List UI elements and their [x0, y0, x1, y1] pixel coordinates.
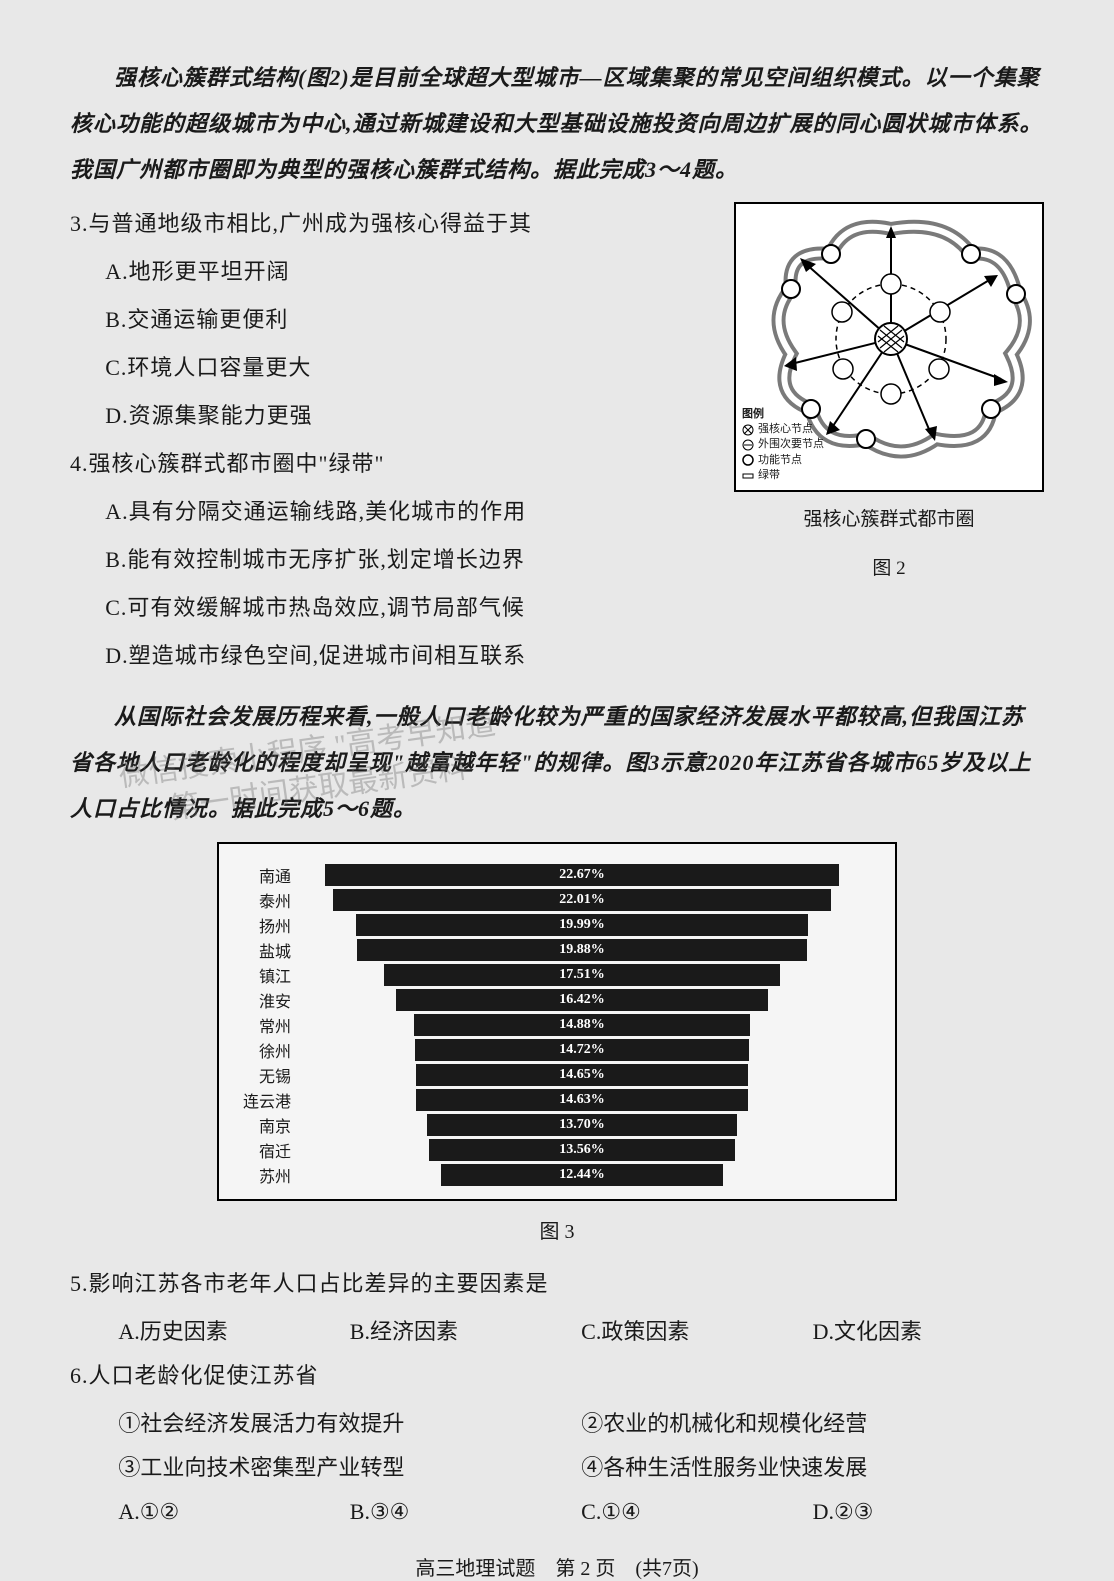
chart-row-label: 泰州: [229, 888, 299, 912]
chart-row-label: 宿迁: [229, 1138, 299, 1162]
chart-bar: 12.44%: [441, 1164, 723, 1186]
q5-options: A.历史因素 B.经济因素 C.政策因素 D.文化因素: [70, 1310, 1044, 1354]
chart-row-label: 淮安: [229, 988, 299, 1012]
legend-greenbelt-label: 绿带: [758, 468, 780, 483]
figure-2-caption-2: 图 2: [734, 553, 1044, 580]
chart-bar: 22.67%: [325, 864, 838, 886]
chart-row: 扬州 19.99%: [229, 914, 865, 936]
chart-bar: 17.51%: [384, 964, 780, 986]
chart-bar: 14.65%: [416, 1064, 748, 1086]
q4-opt-a: A.具有分隔交通运输线路,美化城市的作用: [105, 490, 714, 534]
q4-stem: 4.强核心簇群式都市圈中"绿带": [70, 442, 714, 486]
legend-title: 图例: [742, 407, 764, 422]
chart-row-label: 连云港: [229, 1088, 299, 1112]
figure-3-chart: 南通 22.67% 泰州 22.01% 扬州 19.99% 盐城 19.88% 镇江 17.51%…: [217, 842, 897, 1201]
chart-row: 徐州 14.72%: [229, 1039, 865, 1061]
chart-row: 无锡 14.65%: [229, 1064, 865, 1086]
q5-opt-a: A.历史因素: [118, 1310, 349, 1354]
q6-sub-3: ③工业向技术密集型产业转型: [118, 1446, 581, 1490]
q5-opt-c: C.政策因素: [581, 1310, 812, 1354]
chart-row: 苏州 12.44%: [229, 1164, 865, 1186]
q4-options: A.具有分隔交通运输线路,美化城市的作用 B.能有效控制城市无序扩张,划定增长边…: [70, 490, 714, 678]
q6-sub-1: ①社会经济发展活力有效提升: [118, 1402, 581, 1446]
legend-function-label: 功能节点: [758, 453, 802, 468]
chart-row: 泰州 22.01%: [229, 889, 865, 911]
chart-row: 宿迁 13.56%: [229, 1139, 865, 1161]
q5-opt-d: D.文化因素: [813, 1310, 1044, 1354]
legend-core-icon: [742, 424, 754, 436]
chart-bar: 22.01%: [333, 889, 831, 911]
q6-opt-b: B.③④: [350, 1490, 581, 1534]
legend-secondary-label: 外围次要节点: [758, 437, 824, 452]
q5-opt-b: B.经济因素: [350, 1310, 581, 1354]
q6-sub-statements: ①社会经济发展活力有效提升 ②农业的机械化和规模化经营 ③工业向技术密集型产业转…: [70, 1402, 1044, 1490]
figure-2-diagram: 图例 强核心节点 外围次要节点 功能节点 绿带: [734, 202, 1044, 492]
legend-greenbelt-icon: [742, 470, 754, 482]
figure-3-caption: 图 3: [70, 1215, 1044, 1244]
chart-row: 镇江 17.51%: [229, 964, 865, 986]
q6-sub-2: ②农业的机械化和规模化经营: [581, 1402, 1044, 1446]
chart-row-label: 常州: [229, 1013, 299, 1037]
figure-2-legend: 图例 强核心节点 外围次要节点 功能节点 绿带: [742, 407, 824, 484]
chart-bar: 14.88%: [414, 1014, 751, 1036]
chart-bar: 14.63%: [416, 1089, 747, 1111]
chart-row: 连云港 14.63%: [229, 1089, 865, 1111]
q3-stem: 3.与普通地级市相比,广州成为强核心得益于其: [70, 202, 714, 246]
q3-options: A.地形更平坦开阔 B.交通运输更便利 C.环境人口容量更大 D.资源集聚能力更…: [70, 250, 714, 438]
chart-bar: 13.56%: [429, 1139, 736, 1161]
legend-function-icon: [742, 454, 754, 466]
intro-paragraph-2: 从国际社会发展历程来看,一般人口老龄化较为严重的国家经济发展水平都较高,但我国江…: [70, 694, 1044, 833]
legend-secondary-icon: [742, 439, 754, 451]
q3-opt-a: A.地形更平坦开阔: [105, 250, 714, 294]
q3-opt-b: B.交通运输更便利: [105, 298, 714, 342]
chart-row: 淮安 16.42%: [229, 989, 865, 1011]
chart-row-label: 无锡: [229, 1063, 299, 1087]
chart-row: 南通 22.67%: [229, 864, 865, 886]
chart-row-label: 盐城: [229, 938, 299, 962]
chart-row-label: 南通: [229, 863, 299, 887]
chart-row-label: 苏州: [229, 1163, 299, 1187]
chart-row-label: 南京: [229, 1113, 299, 1137]
legend-core-label: 强核心节点: [758, 422, 813, 437]
q3-opt-d: D.资源集聚能力更强: [105, 394, 714, 438]
q6-opt-a: A.①②: [118, 1490, 349, 1534]
q3-opt-c: C.环境人口容量更大: [105, 346, 714, 390]
chart-row-label: 扬州: [229, 913, 299, 937]
q6-sub-4: ④各种生活性服务业快速发展: [581, 1446, 1044, 1490]
chart-bar: 19.99%: [356, 914, 809, 936]
intro-paragraph-1: 强核心簇群式结构(图2)是目前全球超大型城市—区域集聚的常见空间组织模式。以一个…: [70, 55, 1044, 194]
q6-options: A.①② B.③④ C.①④ D.②③: [70, 1490, 1044, 1534]
q4-opt-d: D.塑造城市绿色空间,促进城市间相互联系: [105, 634, 714, 678]
figure-2-caption-1: 强核心簇群式都市圈: [734, 504, 1044, 531]
chart-row: 南京 13.70%: [229, 1114, 865, 1136]
chart-bar: 14.72%: [415, 1039, 748, 1061]
chart-row-label: 徐州: [229, 1038, 299, 1062]
chart-row: 盐城 19.88%: [229, 939, 865, 961]
chart-bar: 19.88%: [357, 939, 807, 961]
q6-opt-d: D.②③: [813, 1490, 1044, 1534]
chart-bar: 16.42%: [396, 989, 768, 1011]
q5-stem: 5.影响江苏各市老年人口占比差异的主要因素是: [70, 1262, 1044, 1306]
page-footer: 高三地理试题 第 2 页 (共7页): [70, 1552, 1044, 1581]
chart-row: 常州 14.88%: [229, 1014, 865, 1036]
q4-opt-c: C.可有效缓解城市热岛效应,调节局部气候: [105, 586, 714, 630]
q6-stem: 6.人口老龄化促使江苏省: [70, 1354, 1044, 1398]
figure-2-container: 图例 强核心节点 外围次要节点 功能节点 绿带 强核心簇群式都市圈 图 2: [734, 202, 1044, 580]
chart-row-label: 镇江: [229, 963, 299, 987]
chart-bar: 13.70%: [427, 1114, 737, 1136]
q4-opt-b: B.能有效控制城市无序扩张,划定增长边界: [105, 538, 714, 582]
q6-opt-c: C.①④: [581, 1490, 812, 1534]
